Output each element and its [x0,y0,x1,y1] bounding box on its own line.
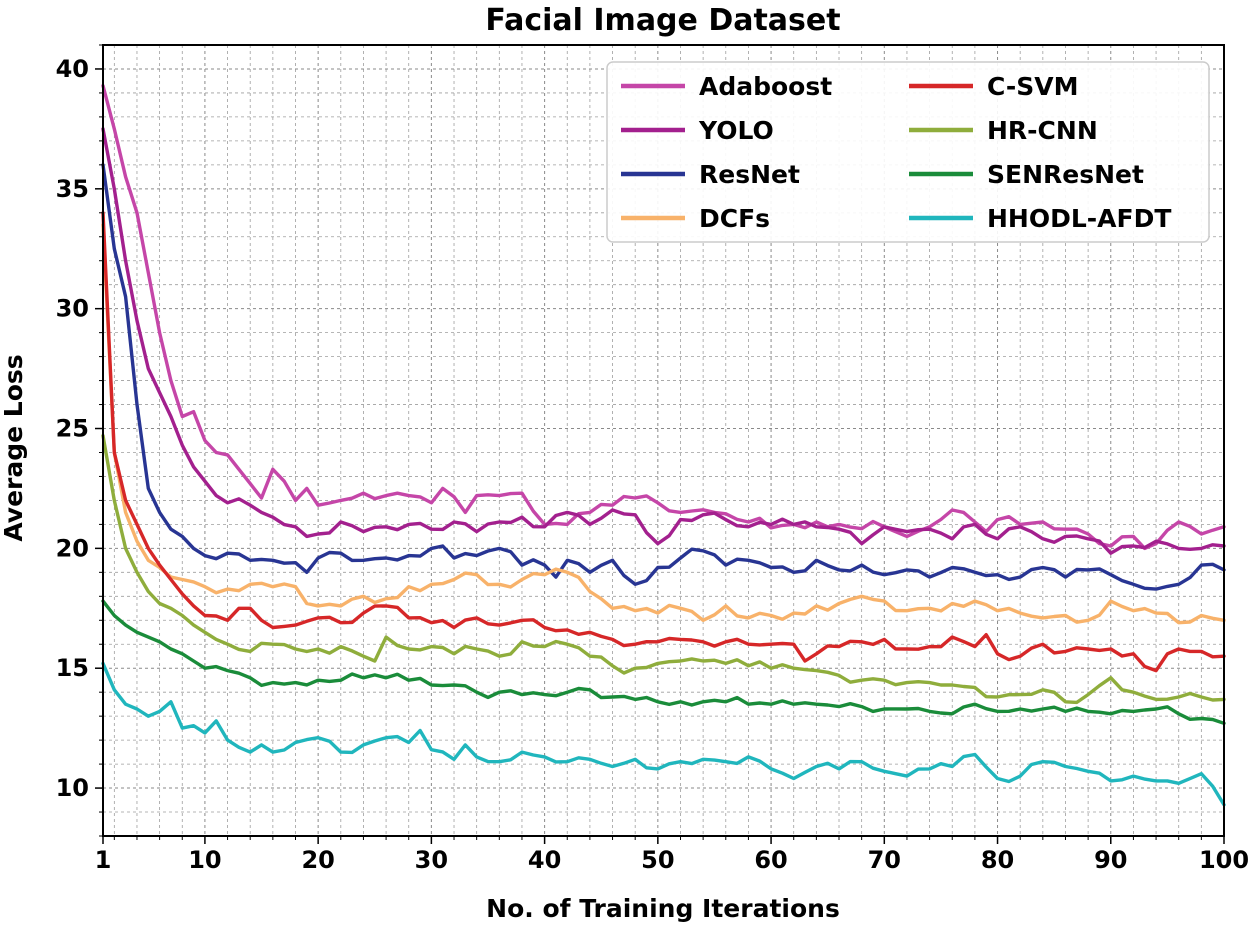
legend-box [606,61,1210,243]
legend-label-resnet: ResNet [699,160,800,189]
x-tick-label: 10 [188,846,221,874]
legend-label-hhodl-afdt: HHODL-AFDT [987,204,1171,233]
series-line-yolo [101,127,1226,555]
x-tick-label: 30 [415,846,448,874]
y-tick-label: 20 [56,534,89,562]
series-line-dcfs [101,223,1226,625]
legend-label-adaboost: Adaboost [699,72,832,101]
y-axis-label: Average Loss [0,354,28,541]
x-tick-label: 1 [95,846,112,874]
plot-frame [102,44,1225,837]
legend: Adaboost YOLO ResNet DCFs C-SVM HR-CNN SENResN… [606,61,1210,243]
legend-label-hr-cnn: HR-CNN [987,116,1098,145]
series-line-hhodl-afdt [101,661,1226,807]
y-tick-label: 35 [56,175,89,203]
x-tick-label: 50 [641,846,674,874]
x-tick-label: 40 [528,846,561,874]
x-tick-label: 100 [1199,846,1249,874]
x-tick-label: 90 [1094,846,1127,874]
series-line-c-svm [101,211,1226,673]
series-line-adaboost [101,83,1226,551]
x-tick-label: 80 [981,846,1014,874]
x-axis-label: No. of Training Iterations [486,894,840,923]
x-tick-label: 60 [754,846,787,874]
legend-label-senresnet: SENResNet [987,160,1144,189]
y-tick-label: 30 [56,295,89,323]
legend-label-yolo: YOLO [698,116,774,145]
legend-label-dcfs: DCFs [699,204,770,233]
series-line-resnet [101,163,1226,591]
series-line-hr-cnn [101,434,1226,705]
x-tick-label: 70 [868,846,901,874]
y-tick-label: 25 [56,415,89,443]
axis-ticks: 1 10 20 30 40 50 60 70 80 90 100 10 15 20 25 30 35 40 [56,44,1249,874]
legend-label-c-svm: C-SVM [987,72,1079,101]
x-tick-label: 20 [301,846,334,874]
series-line-senresnet [101,599,1226,725]
y-tick-label: 15 [56,654,89,682]
series-lines [101,83,1226,807]
chart-title: Facial Image Dataset [485,3,840,38]
y-tick-label: 10 [56,774,89,802]
y-tick-label: 40 [56,55,89,83]
